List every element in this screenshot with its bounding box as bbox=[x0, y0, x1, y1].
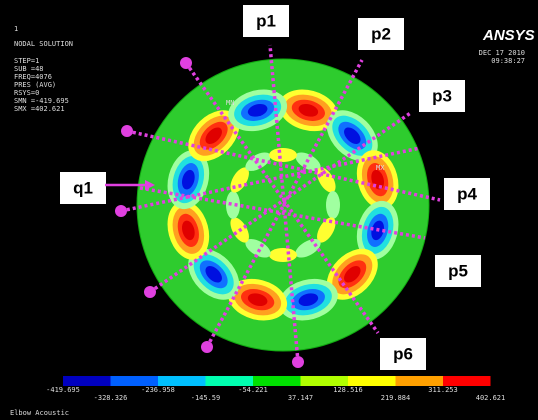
legend-swatch bbox=[158, 376, 206, 386]
legend-value: -419.695 bbox=[46, 386, 80, 394]
label: p1 bbox=[256, 11, 276, 30]
legend-value: -145.59 bbox=[191, 394, 221, 402]
inner-lobe bbox=[295, 239, 321, 258]
legend-swatch bbox=[205, 376, 253, 386]
legend-swatch bbox=[110, 376, 158, 386]
legend-value: -54.221 bbox=[238, 386, 268, 394]
legend-value: 219.884 bbox=[381, 394, 411, 402]
contour-lobe bbox=[181, 220, 195, 241]
contour-lobe bbox=[247, 103, 268, 117]
inner-lobe bbox=[269, 248, 297, 262]
legend-value: -328.326 bbox=[94, 394, 128, 402]
label: p3 bbox=[432, 86, 452, 105]
section-line bbox=[149, 110, 413, 294]
header-line: SMN =-419.695 bbox=[14, 97, 69, 105]
legend-swatch bbox=[443, 376, 491, 386]
time: 09:38:27 bbox=[491, 57, 525, 65]
label-box bbox=[60, 172, 106, 204]
probe-dot bbox=[115, 205, 127, 217]
header-line: RSYS=0 bbox=[14, 89, 39, 97]
logo: ANSYS bbox=[482, 27, 535, 44]
section-line bbox=[205, 59, 364, 348]
section-line bbox=[184, 61, 380, 335]
inner-lobe bbox=[326, 191, 340, 219]
probe-dot bbox=[144, 286, 156, 298]
inner-lobe bbox=[317, 217, 336, 243]
max-marker: MX bbox=[376, 164, 385, 172]
legend-swatch bbox=[395, 376, 443, 386]
contour-lobe bbox=[298, 103, 319, 117]
section-line bbox=[268, 44, 300, 363]
probe-dot bbox=[121, 125, 133, 137]
label-box bbox=[435, 255, 481, 287]
disc-edge bbox=[136, 58, 430, 352]
legend-swatch bbox=[300, 376, 348, 386]
contour-lobe bbox=[247, 293, 268, 307]
legend-swatch bbox=[348, 376, 396, 386]
section-line bbox=[139, 186, 426, 240]
header-line: STEP=1 bbox=[14, 57, 39, 65]
legend-value: 128.516 bbox=[333, 386, 363, 394]
inner-lobe bbox=[269, 148, 297, 162]
legend-value: -236.958 bbox=[141, 386, 175, 394]
probe-dot bbox=[292, 356, 304, 368]
legend-value: 37.147 bbox=[288, 394, 313, 402]
contour-lobe bbox=[298, 293, 319, 307]
probe-dot bbox=[180, 57, 192, 69]
header-line: FREQ=4076 bbox=[14, 73, 52, 81]
label: p2 bbox=[371, 24, 391, 43]
date: DEC 17 2010 bbox=[479, 49, 525, 57]
label-box bbox=[380, 338, 426, 370]
probe-dot bbox=[201, 341, 213, 353]
contour-lobe bbox=[181, 169, 195, 190]
footer: Elbow Acoustic bbox=[10, 409, 69, 417]
inner-lobe bbox=[245, 239, 271, 258]
window-index: 1 bbox=[14, 25, 18, 33]
label: q1 bbox=[73, 178, 93, 197]
section-line bbox=[120, 146, 421, 213]
label: p6 bbox=[393, 344, 413, 363]
label: p4 bbox=[457, 184, 477, 203]
contour-lobe bbox=[344, 266, 361, 283]
legend-swatch bbox=[63, 376, 111, 386]
label-box bbox=[444, 178, 490, 210]
header-line: PRES (AVG) bbox=[14, 81, 56, 89]
label-box bbox=[243, 5, 289, 37]
inner-lobe bbox=[226, 191, 240, 219]
legend-value: 311.253 bbox=[428, 386, 458, 394]
legend-swatch bbox=[253, 376, 301, 386]
label-box bbox=[358, 18, 404, 50]
label-box bbox=[419, 80, 465, 112]
header-line: SUB =48 bbox=[14, 65, 44, 73]
min-marker: MN bbox=[226, 99, 234, 107]
header-line: SMX =402.621 bbox=[14, 105, 65, 113]
label: p5 bbox=[448, 261, 468, 280]
arrow-head bbox=[145, 180, 155, 190]
contour-lobe bbox=[205, 127, 222, 144]
result-title: NODAL SOLUTION bbox=[14, 40, 73, 48]
contour-lobe bbox=[205, 266, 222, 283]
contour-lobe bbox=[344, 127, 361, 144]
legend-value: 402.621 bbox=[476, 394, 506, 402]
